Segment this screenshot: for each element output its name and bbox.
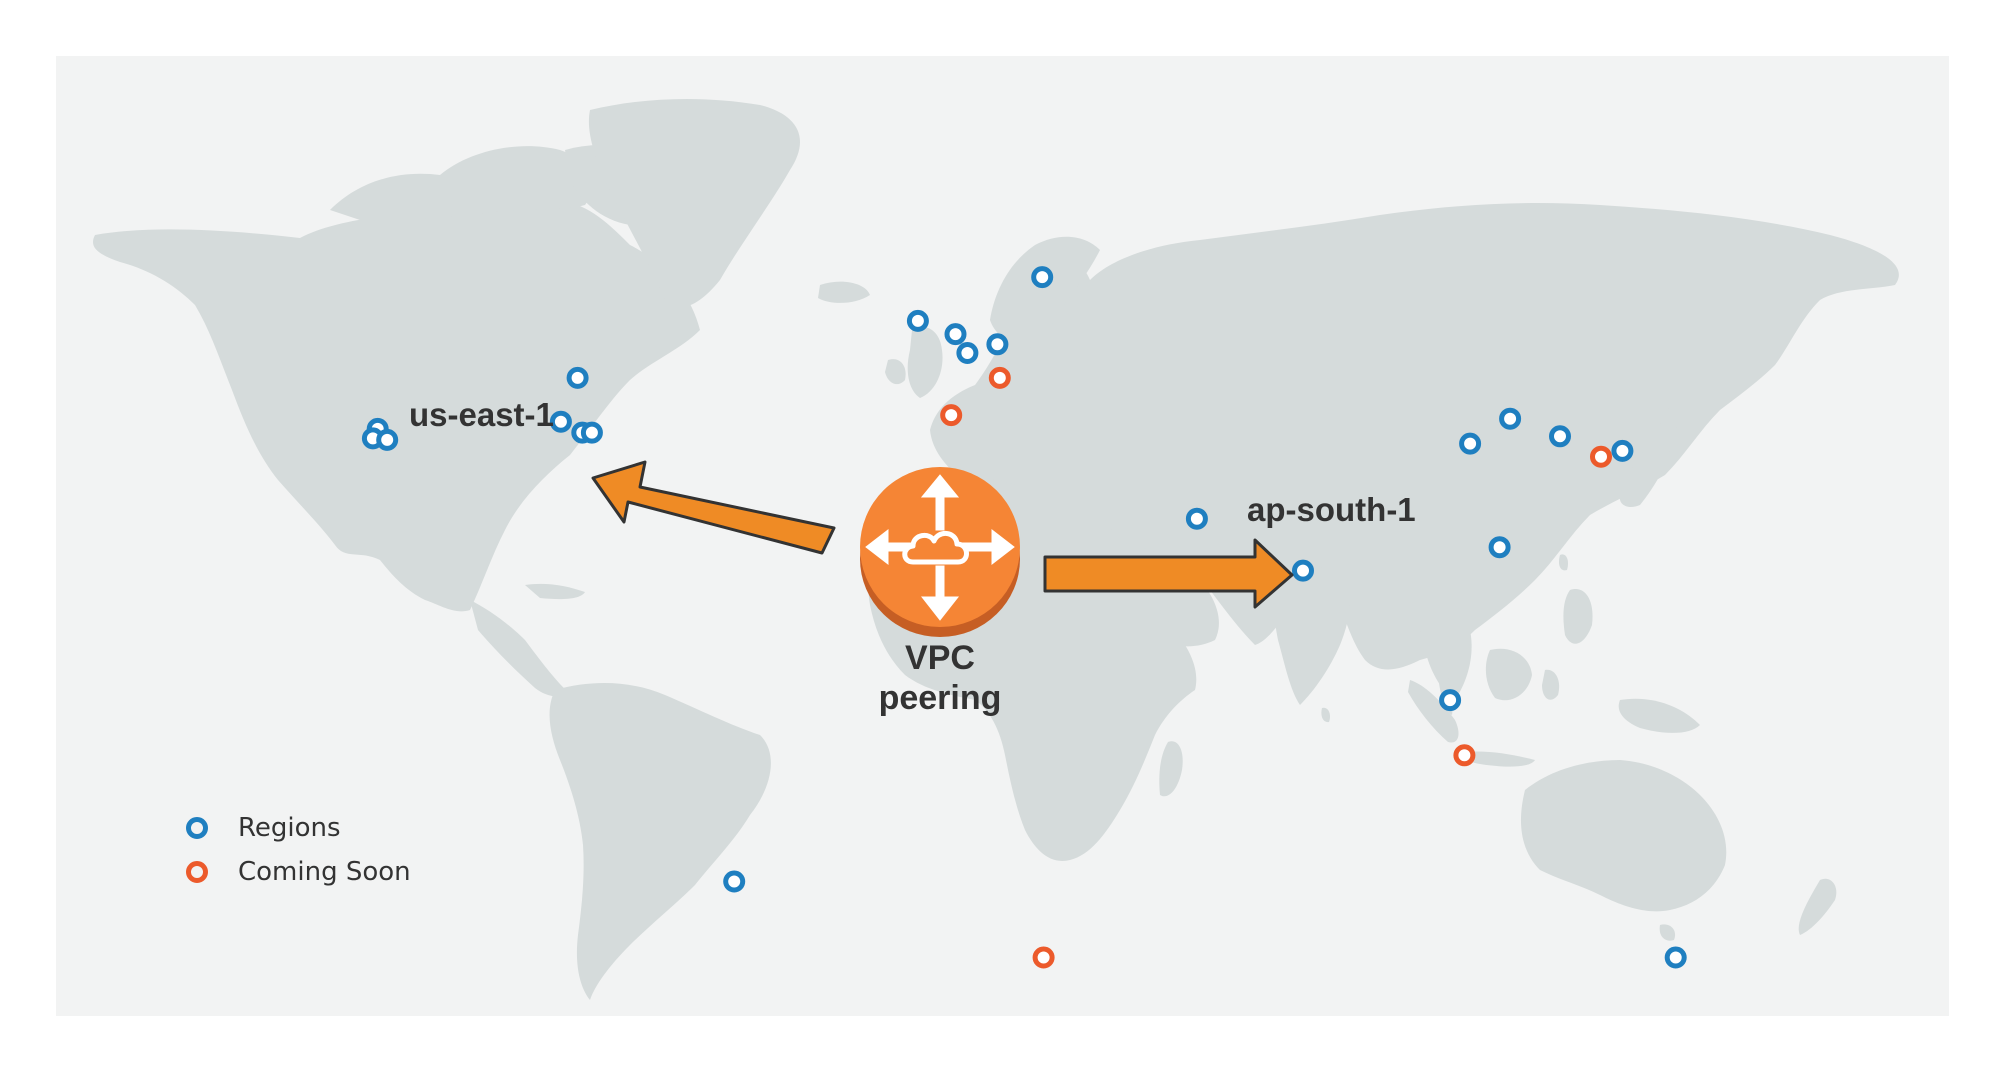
legend-label-regions: Regions xyxy=(238,813,341,843)
greenland xyxy=(588,98,800,308)
region-marker xyxy=(1439,689,1462,712)
region-marker xyxy=(956,342,979,364)
legend-item-coming-soon: Coming Soon xyxy=(186,850,411,894)
target-region-label: ap-south-1 xyxy=(1247,491,1416,528)
sulawesi xyxy=(1542,669,1560,700)
great-britain xyxy=(907,326,943,398)
borneo xyxy=(1485,648,1532,701)
sumatra xyxy=(1408,680,1459,743)
coming-soon-marker xyxy=(1590,445,1612,468)
new-guinea xyxy=(1618,698,1700,733)
legend-item-regions: Regions xyxy=(186,806,411,850)
region-marker xyxy=(986,333,1009,356)
indian-subcontinent xyxy=(1273,560,1350,705)
region-marker xyxy=(1031,266,1054,289)
eurasia xyxy=(930,203,1899,670)
hub-label-line2: peering xyxy=(878,679,1002,717)
north-america xyxy=(92,196,701,612)
java xyxy=(1464,751,1535,767)
new-zealand xyxy=(1798,878,1837,935)
region-marker xyxy=(1664,946,1687,969)
coming-soon-marker xyxy=(940,404,963,427)
legend-label-coming-soon: Coming Soon xyxy=(238,857,411,887)
tasmania xyxy=(1659,924,1676,941)
region-marker xyxy=(376,428,399,451)
indochina xyxy=(1417,590,1472,700)
japan xyxy=(1619,444,1670,507)
source-region-label: us-east-1 xyxy=(409,396,554,433)
south-america xyxy=(549,683,771,1000)
region-marker xyxy=(723,870,746,893)
philippines xyxy=(1563,589,1593,644)
region-marker xyxy=(1459,432,1482,455)
madagascar xyxy=(1159,741,1183,797)
region-ring-icon xyxy=(186,817,208,839)
map-legend: Regions Coming Soon xyxy=(186,806,411,894)
caribbean xyxy=(525,583,585,600)
region-marker xyxy=(1488,536,1511,559)
sri-lanka xyxy=(1321,707,1331,723)
central-america xyxy=(470,600,568,697)
hokkaido xyxy=(1658,408,1681,429)
coming-soon-marker xyxy=(1032,946,1055,969)
region-markers xyxy=(361,266,1687,969)
region-marker xyxy=(566,366,589,389)
coming-soon-marker xyxy=(1453,744,1476,767)
region-marker xyxy=(580,421,603,444)
coming-soon-ring-icon xyxy=(186,861,208,883)
arctic-islands xyxy=(330,146,592,221)
region-marker xyxy=(1292,559,1314,582)
vpc-peering-label: VPC peering xyxy=(840,638,1040,718)
region-marker xyxy=(549,410,572,433)
taiwan xyxy=(1558,554,1569,571)
peering-arrow-east xyxy=(1043,538,1294,609)
ireland xyxy=(885,359,906,385)
scandinavia xyxy=(990,236,1100,350)
region-marker xyxy=(1499,407,1522,430)
region-marker xyxy=(906,309,929,332)
coming-soon-marker xyxy=(988,366,1011,389)
region-marker xyxy=(944,323,967,346)
region-marker xyxy=(1611,439,1634,462)
vpc-peering-router-icon xyxy=(860,467,1020,637)
region-marker xyxy=(1185,507,1208,530)
iceland xyxy=(818,281,870,303)
australia xyxy=(1520,760,1727,912)
region-marker xyxy=(1549,425,1571,448)
hub-label-line1: VPC xyxy=(905,639,975,677)
peering-arrow-west xyxy=(591,460,836,555)
